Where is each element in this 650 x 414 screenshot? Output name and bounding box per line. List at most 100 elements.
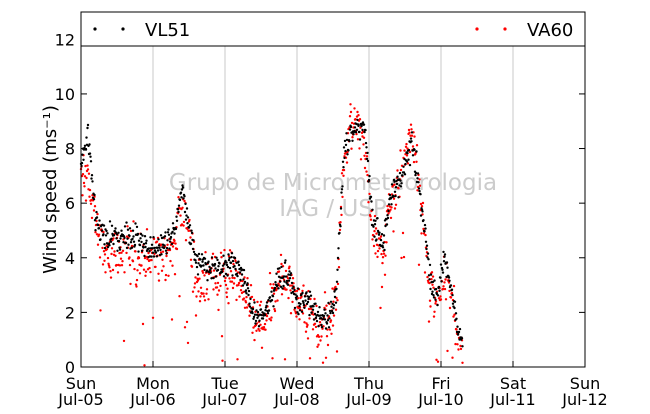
data-point-VA60: [454, 342, 457, 346]
data-point-VA60: [171, 245, 175, 248]
data-point-VL51: [206, 279, 209, 282]
data-point-VA60: [201, 271, 205, 274]
data-point-VA60: [331, 324, 335, 327]
data-point-VL51: [331, 311, 335, 315]
data-point-VL51: [304, 299, 307, 302]
data-point-VL51: [104, 234, 108, 237]
data-point-VL51: [414, 173, 417, 177]
data-point-VL51: [342, 166, 345, 169]
data-point-VL51: [205, 269, 209, 272]
data-point-VA60: [92, 209, 96, 212]
data-point-VA60: [362, 136, 366, 139]
data-point-VA60: [262, 326, 266, 329]
data-point-VL51: [370, 200, 373, 203]
data-point-VL51: [275, 272, 278, 275]
data-point-VL51: [321, 318, 325, 321]
data-point-VL51: [443, 253, 447, 256]
data-point-VL51: [293, 288, 296, 292]
data-point-VL51: [436, 294, 440, 297]
data-point-VA60: [308, 357, 312, 360]
data-point-VL51: [422, 219, 425, 222]
data-point-VA60: [280, 262, 283, 266]
data-point-VL51: [108, 244, 111, 247]
data-point-VA60: [456, 343, 459, 346]
data-point-VA60: [113, 250, 116, 253]
data-point-VL51: [327, 301, 330, 305]
data-point-VL51: [171, 222, 175, 225]
data-point-VA60: [319, 339, 322, 342]
data-point-VL51: [439, 263, 443, 266]
data-point-VA60: [110, 247, 114, 250]
data-point-VA60: [263, 322, 267, 326]
data-point-VA60: [103, 253, 107, 256]
data-point-VA60: [207, 298, 210, 301]
data-point-VL51: [148, 250, 151, 253]
data-point-VL51: [226, 265, 230, 269]
data-point-VA60: [194, 314, 198, 317]
data-point-VL51: [437, 285, 441, 289]
data-point-VL51: [165, 252, 168, 255]
data-point-VL51: [356, 118, 359, 122]
data-point-VL51: [428, 278, 431, 281]
data-point-VA60: [289, 312, 293, 315]
data-point-VL51: [231, 259, 235, 263]
data-point-VA60: [106, 256, 110, 260]
data-point-VL51: [431, 290, 434, 293]
data-point-VL51: [227, 253, 230, 256]
data-point-VA60: [214, 282, 217, 285]
data-point-VA60: [355, 115, 359, 118]
data-point-VL51: [423, 230, 426, 233]
data-point-VA60: [334, 308, 338, 311]
data-point-VL51: [333, 290, 336, 293]
data-point-VL51: [458, 327, 462, 331]
data-point-VL51: [109, 240, 113, 243]
data-point-VA60: [230, 280, 234, 283]
data-point-VA60: [89, 202, 93, 205]
data-point-VL51: [385, 223, 389, 226]
data-point-VA60: [379, 306, 382, 310]
legend-marker-VA60: [475, 27, 479, 31]
data-point-VL51: [128, 227, 132, 230]
data-point-VA60: [202, 292, 205, 295]
data-point-VL51: [389, 197, 393, 200]
data-point-VL51: [272, 305, 275, 308]
data-point-VA60: [220, 335, 224, 338]
data-point-VL51: [197, 262, 200, 265]
data-point-VL51: [132, 235, 135, 238]
data-point-VA60: [108, 266, 111, 269]
data-point-VA60: [224, 276, 227, 280]
data-point-VA60: [252, 298, 256, 302]
data-point-VL51: [143, 235, 147, 238]
data-point-VA60: [313, 322, 317, 325]
data-point-VL51: [203, 257, 207, 260]
data-point-VL51: [126, 228, 130, 231]
data-point-VA60: [185, 320, 189, 324]
data-point-VA60: [96, 212, 99, 216]
data-point-VA60: [409, 123, 413, 126]
data-point-VA60: [273, 307, 276, 311]
data-point-VL51: [181, 186, 185, 189]
data-point-VL51: [221, 268, 224, 271]
data-point-VA60: [380, 252, 383, 256]
data-point-VA60: [423, 271, 427, 274]
data-point-VA60: [248, 314, 251, 317]
data-point-VL51: [416, 172, 420, 175]
data-point-VL51: [185, 207, 189, 210]
data-point-VL51: [186, 222, 189, 225]
data-point-VL51: [93, 219, 97, 222]
data-point-VL51: [228, 266, 232, 270]
data-point-VA60: [374, 227, 378, 230]
data-point-VL51: [366, 151, 369, 155]
data-point-VL51: [181, 184, 184, 187]
data-point-VL51: [409, 137, 413, 140]
data-point-VA60: [86, 164, 89, 167]
data-point-VA60: [413, 135, 416, 138]
data-point-VL51: [280, 265, 283, 269]
data-point-VL51: [225, 263, 229, 267]
data-point-VL51: [246, 287, 250, 290]
data-point-VA60: [410, 134, 414, 137]
data-point-VA60: [256, 300, 259, 304]
data-point-VL51: [150, 243, 154, 246]
data-point-VL51: [103, 246, 107, 250]
data-point-VL51: [90, 177, 93, 180]
